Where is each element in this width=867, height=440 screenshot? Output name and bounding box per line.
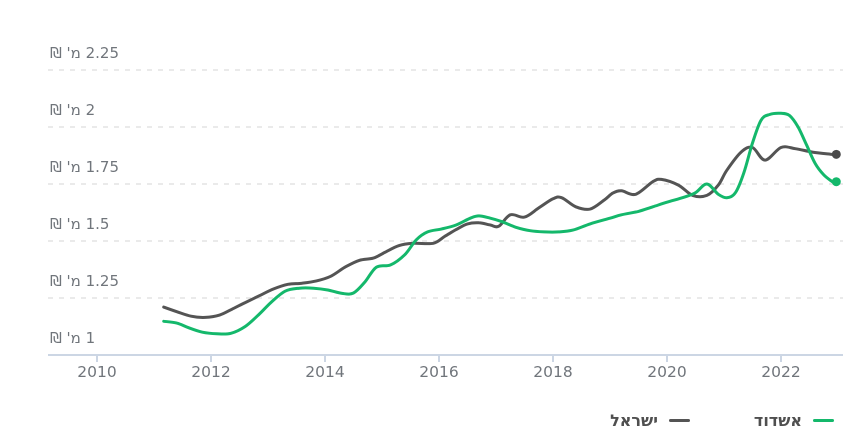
- x-axis-label: 2012: [191, 363, 231, 381]
- ashdod-line-swatch: [813, 418, 834, 422]
- ashdod-endpoint-dot: [831, 177, 841, 187]
- x-axis-label: 2018: [533, 363, 573, 381]
- israel-line-swatch: [668, 418, 690, 422]
- legend-label-israel: ישראל: [610, 410, 658, 430]
- israel-endpoint-dot: [831, 149, 841, 159]
- legend-item-israel[interactable]: ישראל: [610, 411, 690, 430]
- y-axis-label: 2.25 מ' ₪: [50, 44, 120, 62]
- y-axis-label: 1.75 מ' ₪: [50, 158, 120, 176]
- x-axis-label: 2022: [761, 363, 801, 381]
- y-axis-label: 1.25 מ' ₪: [50, 272, 120, 290]
- gridlines: [48, 69, 843, 299]
- x-axis-label: 2020: [647, 363, 687, 381]
- y-axis-label: 1 מ' ₪: [50, 329, 96, 347]
- x-axis-label: 2010: [77, 363, 117, 381]
- legend-label-ashdod: אשדוד: [753, 410, 802, 430]
- y-axis-label: 2 מ' ₪: [50, 101, 96, 119]
- x-axis-label: 2014: [305, 363, 345, 381]
- x-axis: [48, 354, 843, 362]
- israel-line: [162, 145, 834, 319]
- legend: אשדוד ישראל: [610, 409, 834, 431]
- y-axis-label: 1.5 מ' ₪: [50, 215, 110, 233]
- ashdod-line: [162, 111, 834, 336]
- legend-item-ashdod[interactable]: אשדוד: [754, 411, 834, 430]
- x-axis-label: 2016: [419, 363, 459, 381]
